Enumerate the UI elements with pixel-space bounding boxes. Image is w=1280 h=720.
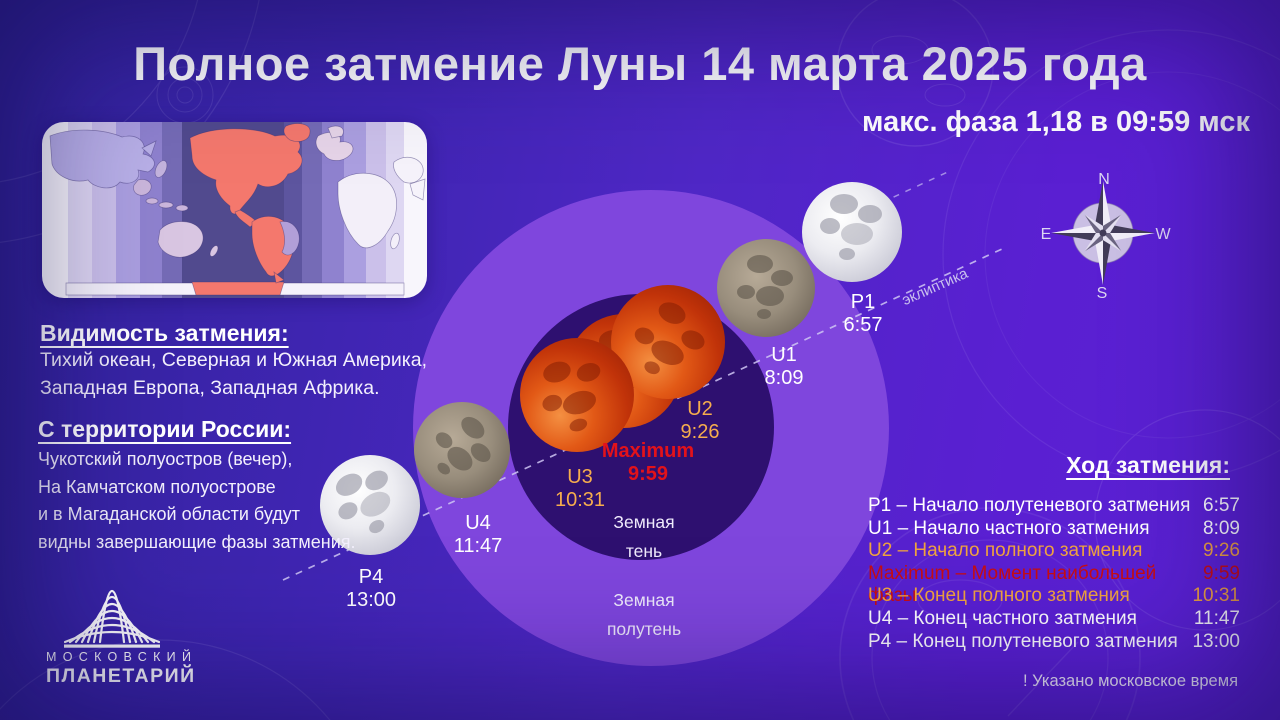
moon-label-u1: U1 8:09 [764, 344, 804, 389]
schedule-row: U2 – Начало полного затмения 9:26 [868, 540, 1240, 562]
compass-rose-icon [1051, 181, 1155, 285]
moon-p1 [802, 182, 902, 282]
moscow-time-note: ! Указано московское время [1022, 672, 1238, 690]
moon-label-p4: P4 13:00 [345, 566, 397, 611]
schedule-row: U4 – Конец частного затмения 11:47 [868, 607, 1240, 629]
compass-w: W [1155, 226, 1171, 243]
penumbra-label: Земная полутень [606, 590, 682, 639]
moon-u3 [520, 338, 634, 452]
moon-label-u3: U3 10:31 [554, 466, 606, 511]
moon-label-maximum: Maximum 9:59 [601, 440, 695, 485]
visibility-line: Западная Европа, Западная Африка. [40, 376, 380, 399]
planet-sketch [839, 507, 1141, 720]
moon-label-p1: P1 6:57 [843, 291, 883, 336]
russia-line: видны завершающие фазы затмения. [38, 531, 356, 552]
russia-heading: С территории России: [38, 416, 292, 442]
visibility-map [42, 122, 427, 298]
visibility-heading: Видимость затмения: [40, 320, 289, 346]
compass-e: E [1040, 226, 1052, 243]
compass-n: N [1098, 171, 1110, 188]
russia-line: Чукотский полуостров (вечер), [38, 449, 293, 469]
russia-line: и в Магаданской области будут [38, 504, 300, 524]
schedule-row: Maximum – Момент наибольшей фазы 9:59 [868, 562, 1240, 606]
max-phase-subtitle: макс. фаза 1,18 в 09:59 мск [862, 106, 1250, 138]
moon-u1 [717, 239, 815, 337]
visibility-text: Тихий океан, Северная и Южная Америка, З… [40, 347, 427, 402]
logo-planetary-text: ПЛАНЕТАРИЙ [46, 665, 196, 687]
planetarium-dome-icon [64, 590, 160, 648]
moon-p4 [320, 455, 420, 555]
schedule-heading: Ход затмения: [1066, 452, 1230, 478]
continents [49, 123, 426, 296]
moon-u4 [414, 402, 510, 498]
page-title: Полное затмение Луны 14 марта 2025 года [133, 37, 1147, 90]
schedule-row: P1 – Начало полутеневого затмения 6:57 [868, 495, 1240, 516]
moon-label-u2: U2 9:26 [680, 398, 720, 443]
russia-line: На Камчатском полуострове [38, 476, 276, 497]
russia-text: Чукотский полуостров (вечер), На Камчатс… [38, 446, 356, 556]
schedule-row: U3 – Конец полного затмения 10:31 [868, 585, 1240, 607]
world-map-graphic [42, 122, 427, 298]
umbra-label: Земная тень [613, 512, 675, 561]
logo-moskovsky-text: МОСКОВСКИЙ [46, 650, 198, 664]
schedule-row: P4 – Конец полутеневого затмения 13:00 [868, 630, 1240, 652]
eclipse-schedule: Ход затмения: P1 – Начало полутеневого з… [868, 452, 1240, 653]
visibility-line: Тихий океан, Северная и Южная Америка, [40, 349, 428, 371]
moon-u2 [611, 285, 725, 399]
moon-label-u4: U4 11:47 [453, 512, 503, 557]
compass-s: S [1096, 285, 1108, 302]
schedule-row: U1 – Начало частного затмения 8:09 [868, 517, 1240, 539]
